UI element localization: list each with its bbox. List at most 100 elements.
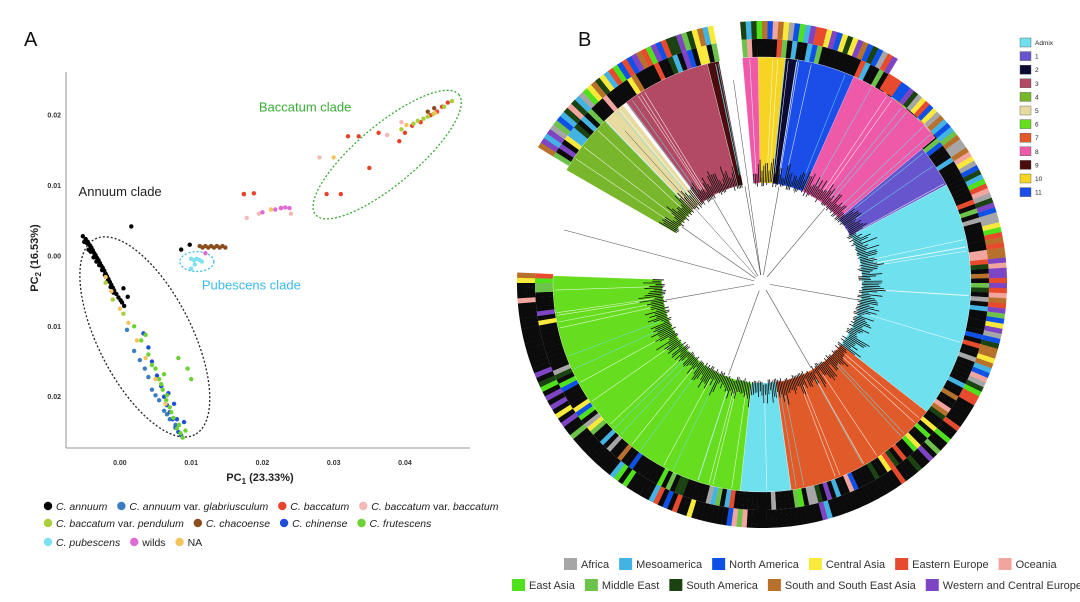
region-strip xyxy=(984,232,1003,241)
cluster-strip xyxy=(535,295,554,302)
cluster-strip xyxy=(561,139,580,155)
tree-branch xyxy=(717,63,741,176)
region-strip xyxy=(802,24,812,44)
cluster-strip xyxy=(578,405,596,421)
cluster-strip xyxy=(938,161,957,175)
tree-branch xyxy=(869,237,965,260)
tree-branch xyxy=(757,164,760,183)
cluster-strip xyxy=(818,483,828,502)
tree-branch xyxy=(701,188,711,202)
data-point xyxy=(84,241,90,246)
region-strip xyxy=(976,202,996,214)
tree-branch xyxy=(557,299,654,316)
region-strip xyxy=(960,164,980,179)
data-point xyxy=(119,300,125,305)
tree-branch xyxy=(837,343,847,351)
tree-branch xyxy=(849,323,870,334)
tree-branch xyxy=(835,212,845,221)
cluster-strip xyxy=(884,449,900,467)
cluster-strip xyxy=(552,363,572,376)
tree-branch xyxy=(862,288,886,292)
data-point xyxy=(338,191,344,197)
tree-branch xyxy=(730,380,734,392)
cluster-strip xyxy=(606,91,622,109)
tree-branch xyxy=(719,375,726,389)
cluster-strip xyxy=(854,468,868,487)
region-strip xyxy=(861,43,874,63)
region-strip xyxy=(980,339,1000,350)
data-point xyxy=(164,393,170,398)
region-strip xyxy=(652,486,666,505)
cluster-strip xyxy=(652,466,666,485)
tree-branch xyxy=(671,344,689,358)
region-strip xyxy=(522,330,541,339)
region-strip xyxy=(865,45,879,65)
tree-branch xyxy=(610,357,682,425)
region-strip xyxy=(776,509,783,528)
tree-branch xyxy=(656,337,677,351)
region-legend-label: Middle East xyxy=(602,580,659,592)
tree-branch xyxy=(829,204,838,214)
tree-branch xyxy=(726,379,732,392)
tree-branch xyxy=(858,290,878,293)
cluster-strip xyxy=(827,49,838,69)
panel-b-label: B xyxy=(578,29,591,51)
region-legend: Africa Mesoamerica North America Central As… xyxy=(512,558,1080,592)
cluster-strip xyxy=(544,343,564,354)
tree-branch xyxy=(624,130,757,278)
tree-branch xyxy=(770,381,774,403)
cluster-strip xyxy=(587,108,605,125)
cluster-strip xyxy=(970,283,989,288)
region-strip xyxy=(836,495,848,515)
tree-branch xyxy=(728,290,760,376)
data-point xyxy=(183,428,188,433)
cluster-legend-label: 7 xyxy=(1035,135,1039,142)
tree-branch xyxy=(766,384,769,404)
data-point xyxy=(176,355,181,361)
cluster-legend-label: 1 xyxy=(1035,54,1039,61)
tree-branch xyxy=(814,369,827,388)
legend-label: C. chinense xyxy=(292,518,348,530)
cluster-strip xyxy=(653,62,666,81)
region-strip xyxy=(650,43,663,63)
tree-branch xyxy=(780,177,783,187)
cluster-strip xyxy=(682,478,694,498)
data-point xyxy=(180,435,185,440)
region-strip xyxy=(936,424,955,440)
region-strip xyxy=(567,103,585,120)
cluster-strip xyxy=(648,463,662,482)
data-point xyxy=(399,127,404,132)
tree-center xyxy=(666,187,858,379)
tree-branch xyxy=(661,219,680,231)
cluster-strip xyxy=(746,39,753,58)
tree-branch xyxy=(850,321,864,328)
tree-branch xyxy=(812,371,820,384)
region-strip xyxy=(983,227,1002,236)
region-strip xyxy=(988,292,1007,299)
tree-branch xyxy=(664,218,679,229)
region-strip xyxy=(756,21,763,40)
tree-branch xyxy=(856,299,878,304)
tree-branch xyxy=(779,391,797,488)
tree-branch xyxy=(859,291,869,294)
tree-branch xyxy=(778,380,782,395)
cluster-strip xyxy=(609,438,626,455)
tree-branch xyxy=(696,362,708,380)
cluster-strip xyxy=(711,43,720,62)
data-point xyxy=(411,121,416,126)
tree-branch xyxy=(785,174,791,190)
cluster-strip xyxy=(928,405,946,421)
region-strip xyxy=(579,434,597,451)
tree-branch xyxy=(700,364,711,381)
data-point xyxy=(99,267,105,273)
cluster-strip xyxy=(836,52,848,72)
tree-branch xyxy=(828,354,839,365)
cluster-strip xyxy=(966,235,986,245)
cluster-strip xyxy=(881,452,896,470)
region-strip xyxy=(538,375,557,388)
cluster-strip xyxy=(562,383,582,397)
region-strip xyxy=(517,292,536,299)
tree-branch xyxy=(722,183,727,193)
tree-branch xyxy=(859,268,878,272)
data-point xyxy=(131,324,137,329)
